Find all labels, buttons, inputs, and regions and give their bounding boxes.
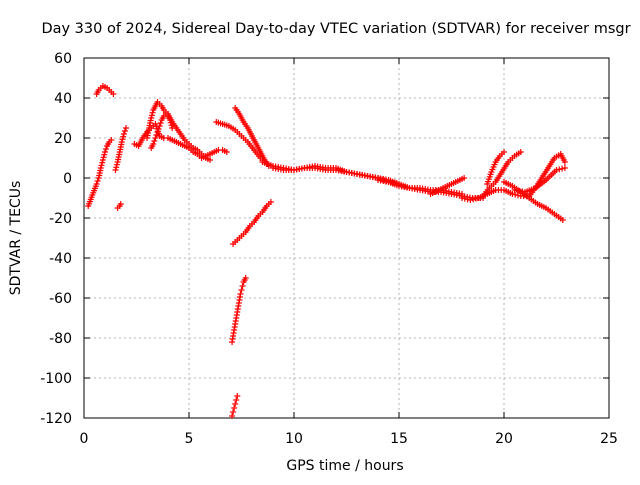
data-point bbox=[150, 141, 157, 147]
data-point-interp bbox=[512, 191, 519, 198]
data-point bbox=[238, 287, 245, 293]
data-point-interp bbox=[153, 132, 160, 138]
y-tick-label: -120 bbox=[40, 411, 72, 427]
data-point bbox=[156, 123, 163, 129]
data-point bbox=[232, 401, 239, 407]
data-point-interp bbox=[113, 161, 120, 168]
data-point-interp bbox=[148, 112, 155, 119]
data-point-interp bbox=[119, 136, 126, 143]
data-point bbox=[154, 129, 161, 135]
x-tick-label: 5 bbox=[185, 431, 194, 447]
y-tick-label: -40 bbox=[49, 251, 72, 267]
data-point bbox=[561, 165, 568, 171]
data-point-interp bbox=[94, 178, 101, 184]
data-point-interp bbox=[464, 196, 471, 203]
x-tick-label: 10 bbox=[285, 431, 303, 447]
data-point-interp bbox=[99, 159, 106, 166]
data-point-interp bbox=[101, 151, 108, 158]
data-point bbox=[553, 167, 560, 173]
plot-frame bbox=[83, 57, 610, 419]
y-tick-label: -20 bbox=[49, 211, 72, 227]
data-point-interp bbox=[151, 138, 158, 144]
data-point-interp bbox=[168, 122, 175, 129]
data-point bbox=[230, 409, 237, 415]
data-point bbox=[207, 157, 213, 163]
y-tick-label: -60 bbox=[49, 291, 72, 307]
data-point bbox=[167, 117, 174, 123]
axis-ticks: 0 5 10 15 20 25 -120 -100 -80 -60 -40 -20 0 20 40 60 bbox=[40, 51, 618, 447]
data-point bbox=[509, 191, 516, 197]
data-point bbox=[229, 413, 236, 419]
data-point bbox=[517, 149, 524, 155]
data-point-interp bbox=[157, 120, 164, 126]
data-point bbox=[93, 181, 100, 187]
data-point-interp bbox=[121, 128, 128, 134]
y-tick-label: 40 bbox=[54, 91, 72, 107]
data-point-interp bbox=[515, 192, 521, 199]
data-point bbox=[117, 201, 124, 207]
data-point-interp bbox=[473, 195, 479, 202]
data-point bbox=[467, 197, 474, 203]
data-point bbox=[110, 91, 117, 97]
data-point bbox=[561, 159, 568, 165]
data-point bbox=[223, 149, 230, 155]
data-point bbox=[461, 175, 468, 181]
x-tick-label: 20 bbox=[495, 431, 513, 447]
data-point bbox=[233, 397, 240, 403]
data-point bbox=[102, 149, 108, 155]
data-point bbox=[459, 195, 465, 201]
y-tick-label: 0 bbox=[63, 171, 72, 187]
data-point-interp bbox=[113, 164, 120, 171]
data-point bbox=[559, 217, 566, 223]
data-point-interp bbox=[461, 195, 468, 202]
y-axis-label: SDTVAR / TECUs bbox=[8, 181, 24, 296]
chart-title: Day 330 of 2024, Sidereal Day-to-day VTE… bbox=[41, 21, 630, 37]
data-point-interp bbox=[470, 196, 477, 203]
data-point bbox=[169, 125, 176, 131]
data-point bbox=[148, 115, 155, 121]
data-point-interp bbox=[100, 154, 107, 161]
data-point bbox=[123, 125, 129, 131]
data-points bbox=[85, 83, 568, 419]
data-point bbox=[99, 157, 106, 163]
data-point bbox=[239, 283, 246, 289]
y-tick-label: -80 bbox=[49, 331, 72, 347]
x-axis-label: GPS time / hours bbox=[286, 458, 403, 474]
data-point-interp bbox=[120, 133, 127, 140]
data-point bbox=[242, 275, 249, 281]
y-tick-label: -100 bbox=[40, 371, 72, 387]
x-tick-label: 15 bbox=[390, 431, 408, 447]
x-tick-label: 0 bbox=[80, 431, 89, 447]
data-point bbox=[97, 165, 104, 171]
grid-lines bbox=[84, 58, 609, 418]
data-point bbox=[501, 149, 507, 155]
data-point-interp bbox=[149, 109, 156, 116]
data-point-interp bbox=[559, 165, 566, 172]
data-point bbox=[237, 291, 244, 297]
data-point bbox=[234, 393, 241, 399]
y-tick-label: 60 bbox=[54, 51, 72, 67]
data-point-interp bbox=[556, 166, 563, 173]
data-point-interp bbox=[167, 119, 174, 126]
data-point bbox=[108, 137, 115, 143]
x-tick-label: 25 bbox=[600, 431, 618, 447]
data-point-interp bbox=[155, 126, 162, 132]
data-point bbox=[112, 167, 119, 173]
data-point bbox=[152, 135, 159, 141]
data-point-interp bbox=[103, 146, 110, 152]
data-point bbox=[267, 199, 274, 205]
data-point bbox=[120, 131, 127, 137]
y-tick-label: 20 bbox=[54, 131, 72, 147]
data-point bbox=[231, 405, 238, 411]
data-point bbox=[118, 139, 125, 145]
data-point-interp bbox=[98, 162, 105, 169]
